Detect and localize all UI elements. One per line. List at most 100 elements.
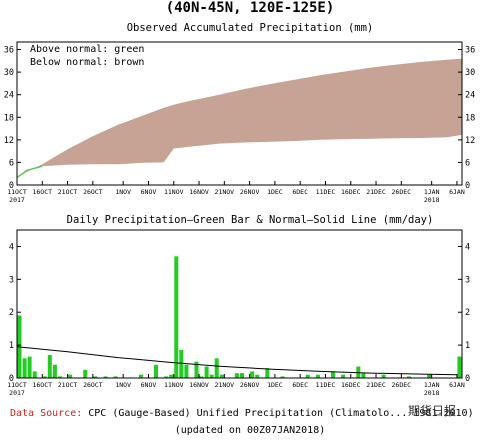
daily-precip-bar — [179, 350, 184, 378]
daily-precip-bar — [234, 373, 239, 378]
legend-above: Above normal: green — [30, 44, 145, 55]
accum-ytick-label-left: 18 — [4, 113, 14, 123]
daily-precip-bar — [103, 376, 108, 378]
daily-precip-bar — [240, 373, 244, 378]
daily-ytick-label-left: 3 — [9, 275, 14, 285]
daily-xtick-label: 21NOV — [215, 381, 235, 389]
daily-xtick-label: 6NOV — [141, 381, 157, 389]
updated-note: (updated on 00Z07JAN2018) — [174, 425, 326, 436]
daily-precip-bar — [305, 374, 310, 378]
daily-precip-bar — [184, 364, 189, 378]
daily-precip-bar — [138, 374, 143, 378]
daily-precip-bar — [93, 376, 98, 378]
accum-legend: Above normal: green Below normal: brown — [30, 43, 144, 69]
daily-ytick-label-left: 0 — [9, 374, 14, 384]
daily-precip-bar — [22, 358, 27, 378]
accum-xtick-label: 1DEC — [267, 188, 283, 196]
accum-ytick-label-right: 24 — [465, 91, 475, 101]
daily-precip-bar — [361, 373, 366, 378]
daily-precip-bar — [280, 376, 285, 378]
data-source-label: Data Source: — [10, 408, 83, 419]
accum-xtick-label: 1JAN — [424, 188, 440, 196]
daily-precip-bar — [42, 376, 47, 378]
accum-ytick-label-right: 0 — [465, 181, 470, 191]
daily-precip-bar — [83, 369, 88, 378]
daily-precip-bar — [341, 374, 346, 378]
daily-xtick-label: 6DEC — [292, 381, 308, 389]
data-source: Data Source: CPC (Gauge-Based) Unified P… — [10, 408, 474, 419]
daily-ytick-label-left: 1 — [9, 341, 14, 351]
daily-precip-bar — [174, 256, 179, 378]
daily-precip-bar — [255, 374, 260, 378]
accum-ytick-label-left: 6 — [9, 158, 14, 168]
daily-xtick-label: 11DEC — [316, 381, 336, 389]
accum-ytick-label-right: 18 — [465, 113, 475, 123]
daily-precip-bar — [47, 355, 52, 378]
daily-precip-bar — [27, 356, 32, 378]
daily-precip-bar — [32, 371, 37, 378]
daily-plot-frame — [16, 229, 463, 379]
daily-xtick-label: 26OCT — [83, 381, 103, 389]
accum-year-label: 2017 — [9, 196, 25, 204]
accum-xtick-label: 1NOV — [115, 188, 131, 196]
accum-xtick-label: 6DEC — [292, 188, 308, 196]
accum-xtick-label: 21OCT — [58, 188, 78, 196]
daily-xtick-label: 1DEC — [267, 381, 283, 389]
daily-ytick-label-right: 2 — [465, 308, 470, 318]
accum-xtick-label: 16DEC — [341, 188, 361, 196]
daily-precip-bar — [199, 376, 204, 378]
accum-xtick-label: 26DEC — [392, 188, 412, 196]
accum-ytick-label-right: 30 — [465, 68, 475, 78]
daily-precip-bar — [113, 376, 118, 378]
daily-ytick-label-left: 2 — [9, 308, 14, 318]
accum-ytick-label-right: 6 — [465, 158, 470, 168]
data-source-text: CPC (Gauge-Based) Unified Precipitation … — [82, 408, 474, 419]
accum-xtick-label: 21DEC — [366, 188, 386, 196]
daily-xtick-label: 26NOV — [240, 381, 260, 389]
legend-below: Below normal: brown — [30, 57, 145, 68]
daily-xtick-label: 16OCT — [32, 381, 52, 389]
accum-early-green-line — [16, 165, 43, 179]
daily-precip-bar — [219, 374, 224, 378]
daily-xtick-label: 11NOV — [164, 381, 184, 389]
accum-chart-title: Observed Accumulated Precipitation (mm) — [126, 22, 374, 34]
accum-xtick-label: 6NOV — [141, 188, 157, 196]
daily-precip-bar — [52, 364, 57, 378]
watermark-logo: 期货日报 — [408, 404, 457, 418]
daily-xtick-label: 11OCT — [7, 381, 27, 389]
accum-ytick-label-left: 0 — [9, 181, 14, 191]
daily-xtick-label: 1JAN — [424, 381, 440, 389]
accum-ytick-label-left: 12 — [4, 136, 14, 146]
daily-chart-title: Daily Precipitation—Green Bar & Normal—S… — [66, 214, 434, 226]
daily-precip-bar — [164, 376, 169, 378]
daily-precip-bar — [427, 374, 432, 378]
accum-xtick-label: 11OCT — [7, 188, 27, 196]
daily-precip-bar — [214, 358, 219, 378]
daily-xtick-label: 1NOV — [115, 381, 131, 389]
accum-xtick-label: 11DEC — [316, 188, 336, 196]
daily-xtick-label: 16DEC — [341, 381, 361, 389]
accum-ytick-label-left: 30 — [4, 68, 14, 78]
daily-ytick-label-left: 4 — [9, 242, 14, 252]
daily-precip-bar — [58, 376, 62, 378]
accum-ytick-label-right: 36 — [465, 46, 475, 56]
daily-precip-bar — [331, 371, 335, 378]
daily-ytick-label-right: 0 — [465, 374, 470, 384]
accum-year-label: 2018 — [424, 196, 440, 204]
daily-year-label: 2018 — [424, 389, 440, 397]
daily-xtick-label: 21DEC — [366, 381, 386, 389]
accum-xtick-label: 26OCT — [83, 188, 103, 196]
daily-precip-bar — [154, 364, 158, 378]
daily-xtick-label: 6JAN — [449, 381, 465, 389]
accum-ytick-label-right: 12 — [465, 136, 475, 146]
normal-precip-line — [16, 346, 457, 376]
accum-xtick-label: 26NOV — [240, 188, 260, 196]
daily-precip-bar — [250, 371, 255, 378]
daily-precip-bar — [315, 374, 320, 378]
daily-year-label: 2017 — [9, 389, 25, 397]
daily-precip-bar — [68, 374, 73, 378]
daily-precip-bar — [169, 374, 174, 378]
daily-precip-bar — [406, 376, 411, 378]
accum-xtick-label: 11NOV — [164, 188, 184, 196]
